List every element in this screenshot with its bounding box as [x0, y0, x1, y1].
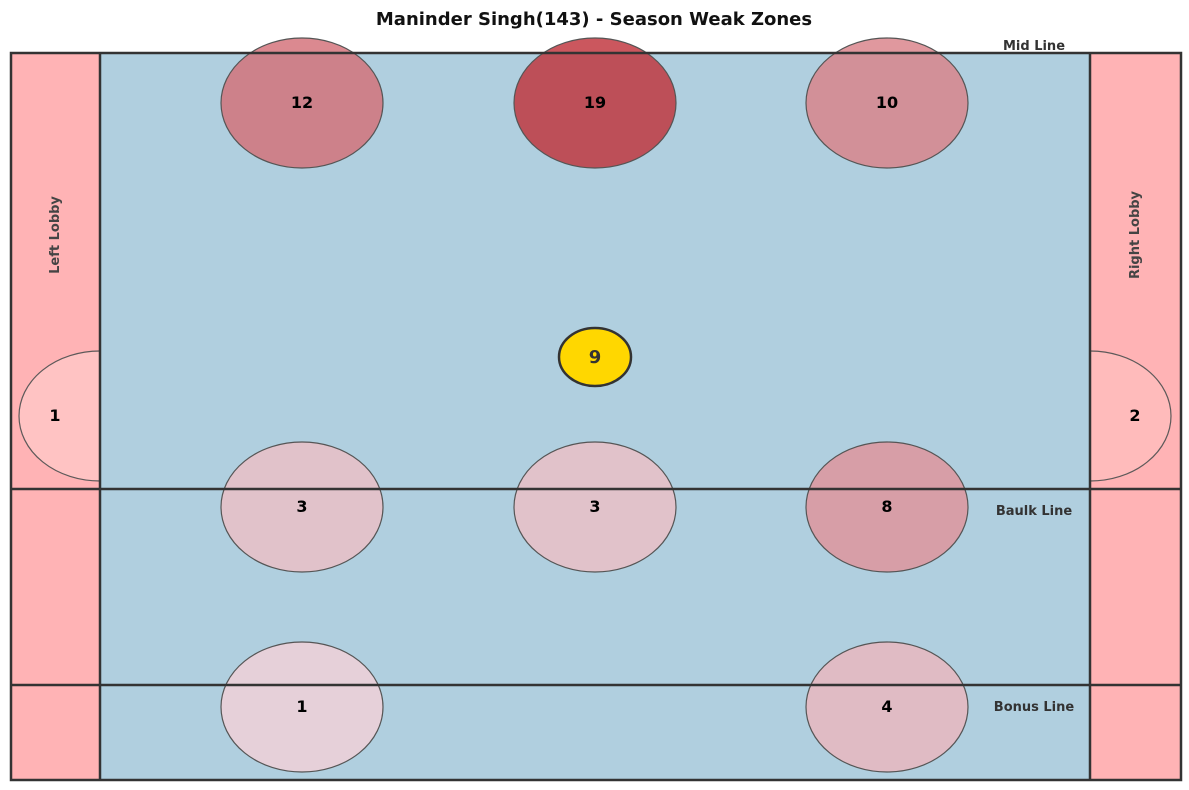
zone-baulk-right — [805, 441, 969, 573]
lobby-zone-value-left: 1 — [49, 406, 60, 425]
chart-title: Maninder Singh(143) - Season Weak Zones — [376, 9, 812, 30]
zone-value-top-right: 10 — [876, 93, 898, 112]
zone-bonus-left — [220, 641, 384, 773]
zone-top-left — [220, 37, 384, 169]
zone-value-baulk-right: 8 — [881, 497, 892, 516]
baulk-line-label: Baulk Line — [996, 504, 1073, 519]
right-lobby-label: Right Lobby — [1128, 190, 1143, 279]
zone-value-top-left: 12 — [291, 93, 313, 112]
zone-value-top-center: 19 — [584, 93, 606, 112]
lobby-zone-right — [1090, 350, 1172, 482]
zone-baulk-center — [513, 441, 677, 573]
zone-value-baulk-center: 3 — [589, 497, 600, 516]
lobby-zone-left — [18, 350, 100, 482]
player-marker — [557, 326, 633, 388]
player-marker-value: 9 — [589, 347, 602, 368]
zone-bonus-right — [805, 641, 969, 773]
left-lobby-label: Left Lobby — [48, 196, 63, 274]
court-zones: 12 19 10 3 3 8 1 4 — [220, 37, 969, 773]
zone-value-bonus-left: 1 — [296, 697, 307, 716]
player-position: 9 — [557, 326, 633, 388]
mid-line-label: Mid Line — [1003, 39, 1065, 54]
lobby-zone-value-right: 2 — [1129, 406, 1140, 425]
zone-value-baulk-left: 3 — [296, 497, 307, 516]
zone-top-center — [513, 37, 677, 169]
zone-baulk-left — [220, 441, 384, 573]
zone-top-right — [805, 37, 969, 169]
zone-value-bonus-right: 4 — [881, 697, 892, 716]
bonus-line-label: Bonus Line — [994, 700, 1075, 715]
court-border — [9, 51, 1183, 782]
